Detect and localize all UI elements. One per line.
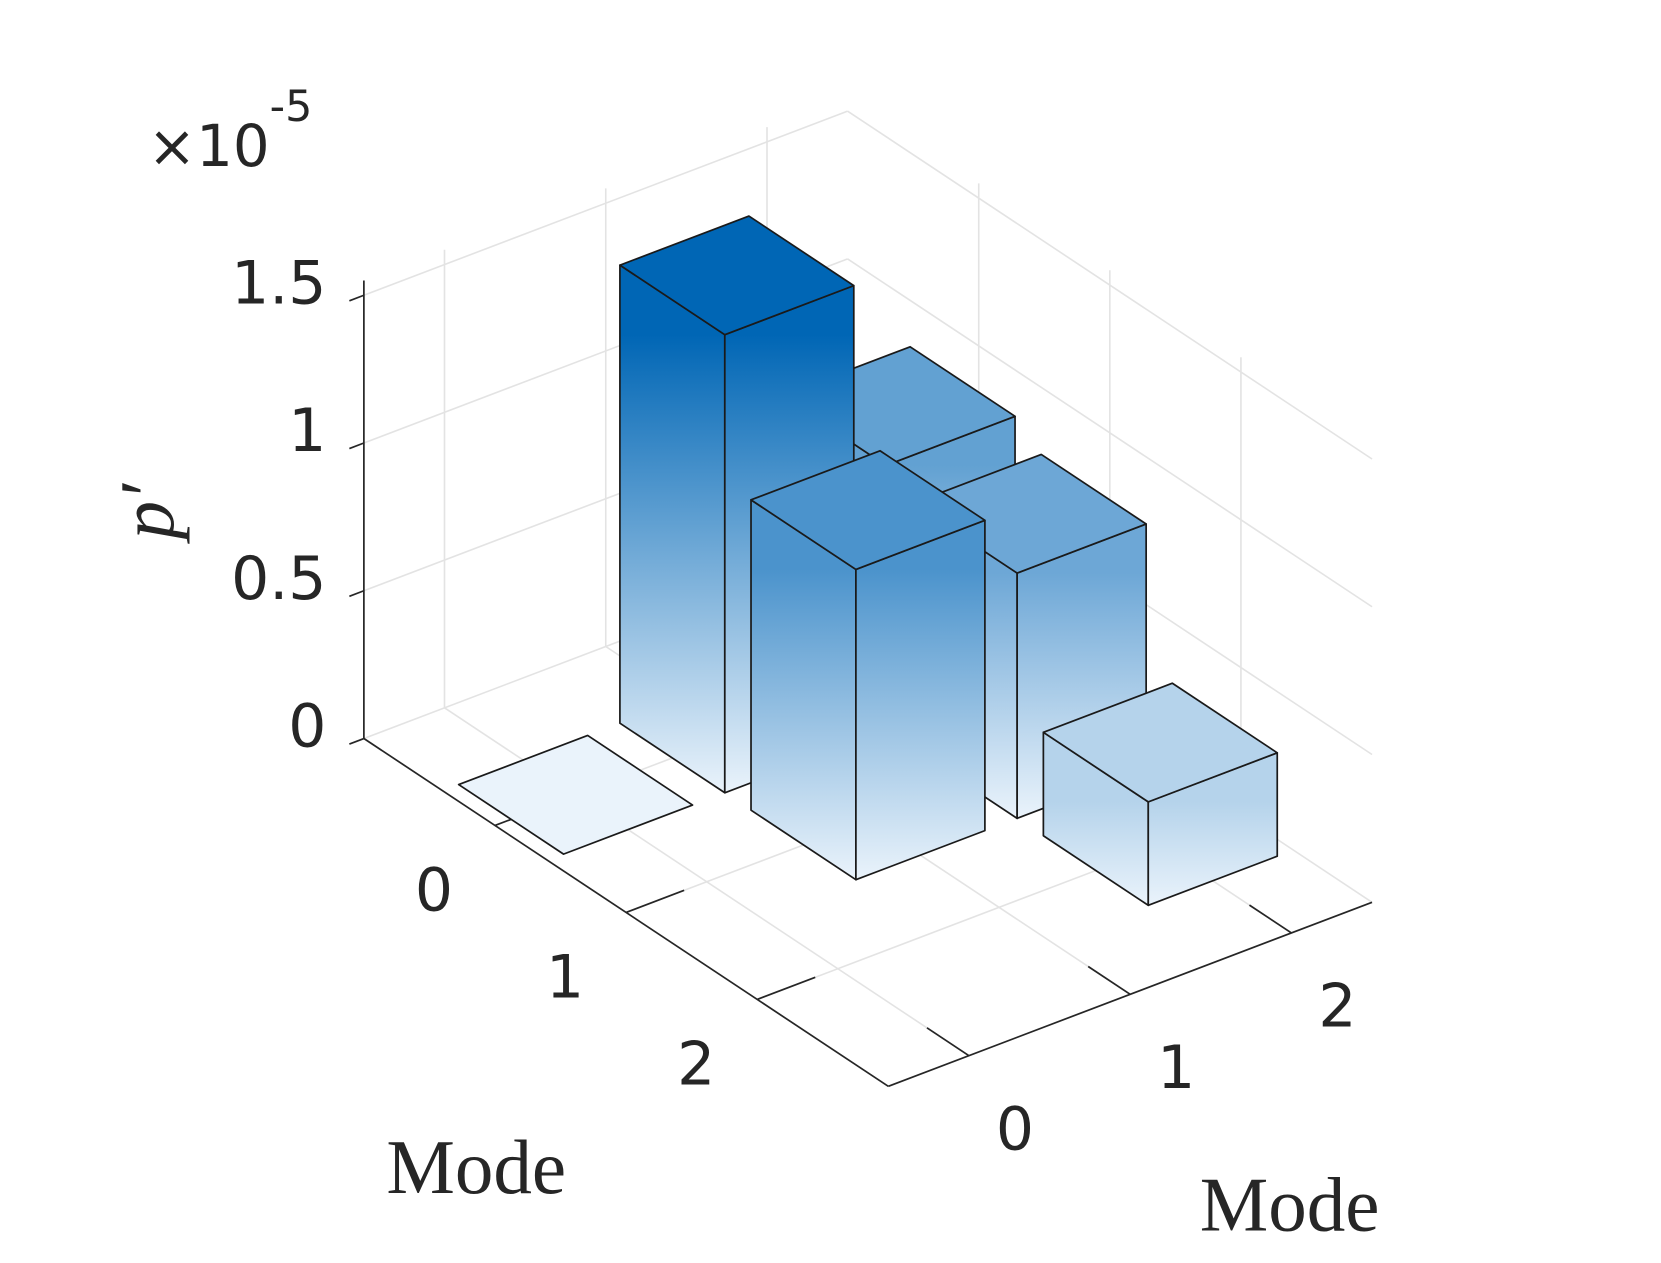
x-tick xyxy=(756,976,816,1001)
wall-grid-line xyxy=(847,258,1373,608)
wall-grid-line xyxy=(363,110,848,296)
bar-top xyxy=(1042,682,1279,803)
multiplier: ×10-5 xyxy=(148,82,313,180)
y-tick xyxy=(1087,965,1131,996)
z-tick-label: 0.5 xyxy=(231,544,326,614)
z-tick xyxy=(349,294,365,302)
y-tick xyxy=(1248,904,1292,934)
y-tick xyxy=(926,1027,970,1057)
bar-side xyxy=(855,519,986,881)
bars xyxy=(457,215,1279,907)
z-tick-label: 0 xyxy=(288,692,326,762)
x-tick-label: 1 xyxy=(546,943,584,1013)
y-tick-label: 1 xyxy=(1157,1033,1195,1103)
bar-side xyxy=(619,264,726,794)
y-axis-label: Mode xyxy=(1200,1161,1380,1247)
y-tick-label: 0 xyxy=(996,1094,1034,1164)
bar-top xyxy=(750,449,986,571)
x-tick-label: 2 xyxy=(677,1029,715,1099)
wall-grid-line xyxy=(847,110,1373,460)
bar-top xyxy=(619,215,855,336)
multiplier-exponent: -5 xyxy=(270,82,313,132)
multiplier-base: ×10 xyxy=(148,112,270,180)
x-axis-label: Mode xyxy=(386,1124,566,1210)
bar-top xyxy=(457,734,694,855)
axes: 0 1 2 0 1 2 0 0.5 1 1.5 xyxy=(231,248,1373,1164)
z-axis-label: p′ xyxy=(104,483,190,545)
y-tick-label: 2 xyxy=(1318,972,1356,1042)
z-tick xyxy=(349,442,365,450)
z-tick xyxy=(349,737,365,745)
x-tick xyxy=(625,889,685,914)
x-tick-label: 0 xyxy=(415,856,453,926)
z-tick-label: 1.5 xyxy=(231,248,326,318)
z-tick xyxy=(349,589,365,598)
z-tick-label: 1 xyxy=(288,396,326,466)
